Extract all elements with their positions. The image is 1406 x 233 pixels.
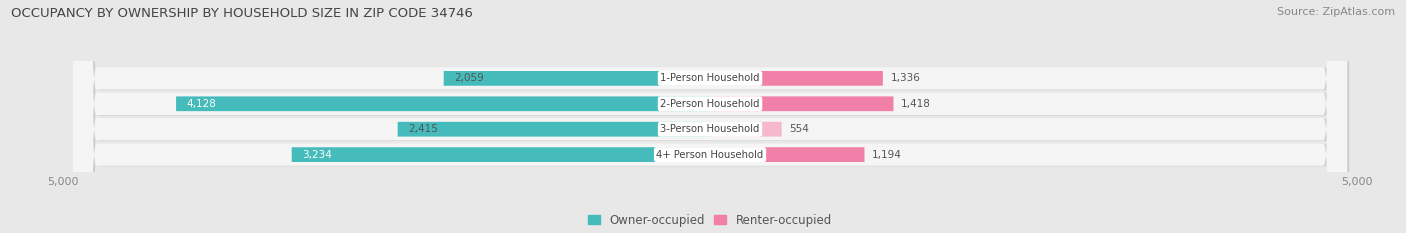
Legend: Owner-occupied, Renter-occupied: Owner-occupied, Renter-occupied — [583, 209, 837, 231]
Text: 1-Person Household: 1-Person Household — [661, 73, 759, 83]
FancyBboxPatch shape — [398, 122, 710, 137]
Text: 1,418: 1,418 — [901, 99, 931, 109]
Text: 4+ Person Household: 4+ Person Household — [657, 150, 763, 160]
Text: 2-Person Household: 2-Person Household — [661, 99, 759, 109]
Text: Source: ZipAtlas.com: Source: ZipAtlas.com — [1277, 7, 1395, 17]
Text: 3-Person Household: 3-Person Household — [661, 124, 759, 134]
Text: 4,128: 4,128 — [187, 99, 217, 109]
FancyBboxPatch shape — [75, 0, 1348, 233]
FancyBboxPatch shape — [73, 0, 1347, 233]
FancyBboxPatch shape — [75, 0, 1348, 233]
Text: OCCUPANCY BY OWNERSHIP BY HOUSEHOLD SIZE IN ZIP CODE 34746: OCCUPANCY BY OWNERSHIP BY HOUSEHOLD SIZE… — [11, 7, 474, 20]
Text: 1,194: 1,194 — [872, 150, 903, 160]
FancyBboxPatch shape — [176, 96, 710, 111]
FancyBboxPatch shape — [444, 71, 710, 86]
FancyBboxPatch shape — [710, 96, 893, 111]
FancyBboxPatch shape — [73, 0, 1347, 233]
FancyBboxPatch shape — [73, 0, 1347, 233]
FancyBboxPatch shape — [73, 0, 1347, 233]
FancyBboxPatch shape — [291, 147, 710, 162]
Text: 554: 554 — [789, 124, 810, 134]
Text: 1,336: 1,336 — [890, 73, 921, 83]
FancyBboxPatch shape — [710, 122, 782, 137]
Text: 3,234: 3,234 — [302, 150, 332, 160]
Text: 2,059: 2,059 — [454, 73, 484, 83]
FancyBboxPatch shape — [75, 0, 1348, 233]
FancyBboxPatch shape — [710, 71, 883, 86]
FancyBboxPatch shape — [75, 0, 1348, 233]
Text: 2,415: 2,415 — [408, 124, 437, 134]
FancyBboxPatch shape — [710, 147, 865, 162]
